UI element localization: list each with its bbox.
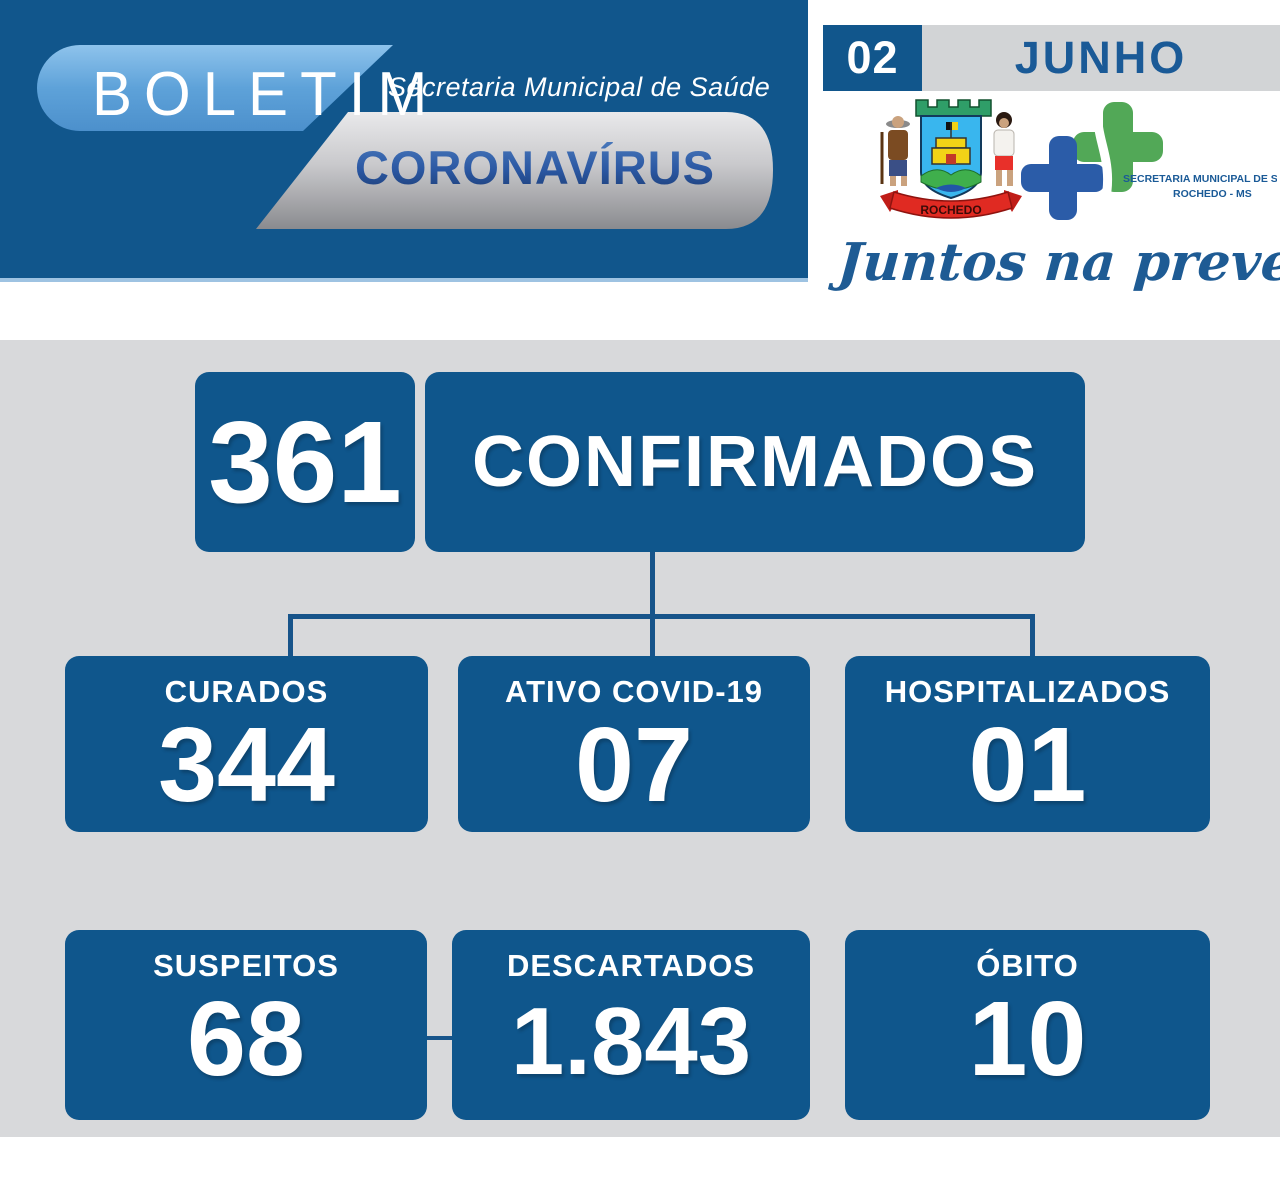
stat-value: 10	[968, 980, 1087, 1098]
stat-label: ATIVO COVID-19	[504, 674, 764, 709]
total-label-box: CONFIRMADOS	[425, 372, 1085, 552]
stat-label: DESCARTADOS	[506, 948, 756, 983]
connector-horizontal	[288, 614, 1035, 619]
date-day: 02	[846, 32, 899, 83]
stat-label: SUSPEITOS	[153, 948, 339, 983]
date-month-strip: JUNHO	[922, 25, 1280, 91]
date-day-box: 02	[823, 25, 922, 91]
header-banners	[37, 45, 773, 229]
stat-value: 01	[968, 706, 1087, 824]
silver-banner-shape	[256, 112, 773, 229]
header-band-edge	[0, 278, 808, 282]
stat-card-curados: CURADOS 344	[65, 656, 428, 832]
rochedo-coat-of-arms-icon: ROCHEDO	[880, 99, 1022, 219]
total-value: 361	[208, 397, 402, 527]
stat-value: 07	[575, 706, 693, 824]
stat-label: HOSPITALIZADOS	[884, 674, 1171, 709]
health-secretary-logo-icon: SECRETARIA MUNICIPAL DE SAÚDE ROCHEDO - …	[1021, 98, 1277, 230]
stat-card-ativo-covid19: ATIVO COVID-19 07	[458, 656, 810, 832]
stat-value: 1.843	[510, 988, 752, 1095]
stat-value: 344	[158, 706, 335, 824]
connector-drop-middle	[650, 614, 655, 658]
health-dept-name: SECRETARIA MUNICIPAL DE SAÚDE	[1123, 172, 1277, 185]
slogan-text: Juntos na prevenção	[835, 232, 1280, 293]
connector-drop-left	[288, 614, 293, 658]
stat-label: ÓBITO	[976, 948, 1079, 983]
date-month: JUNHO	[1014, 32, 1188, 83]
header-subtitle: Secretaria Municipal de Saúde	[388, 72, 771, 102]
coat-of-arms-label: ROCHEDO	[920, 203, 981, 217]
total-label: CONFIRMADOS	[472, 422, 1038, 502]
coronavirus-title: CORONAVÍRUS	[320, 140, 750, 195]
connector-suspeitos-descartados	[427, 1036, 452, 1040]
stat-value: 68	[187, 980, 305, 1098]
stat-card-hospitalizados: HOSPITALIZADOS 01	[845, 656, 1210, 832]
stat-card-suspeitos: SUSPEITOS 68	[65, 930, 427, 1120]
blue-cross-icon	[1021, 136, 1105, 220]
stat-card-obito: ÓBITO 10	[845, 930, 1210, 1120]
boletim-banner-shape	[37, 45, 393, 131]
boletim-title: BOLETIM	[92, 59, 440, 129]
stat-card-descartados: DESCARTADOS 1.843	[452, 930, 810, 1120]
stat-label: CURADOS	[164, 674, 329, 709]
connector-vertical-top	[650, 552, 655, 618]
total-value-box: 361	[195, 372, 415, 552]
health-dept-city: ROCHEDO - MS	[1173, 188, 1252, 200]
connector-drop-right	[1030, 614, 1035, 658]
